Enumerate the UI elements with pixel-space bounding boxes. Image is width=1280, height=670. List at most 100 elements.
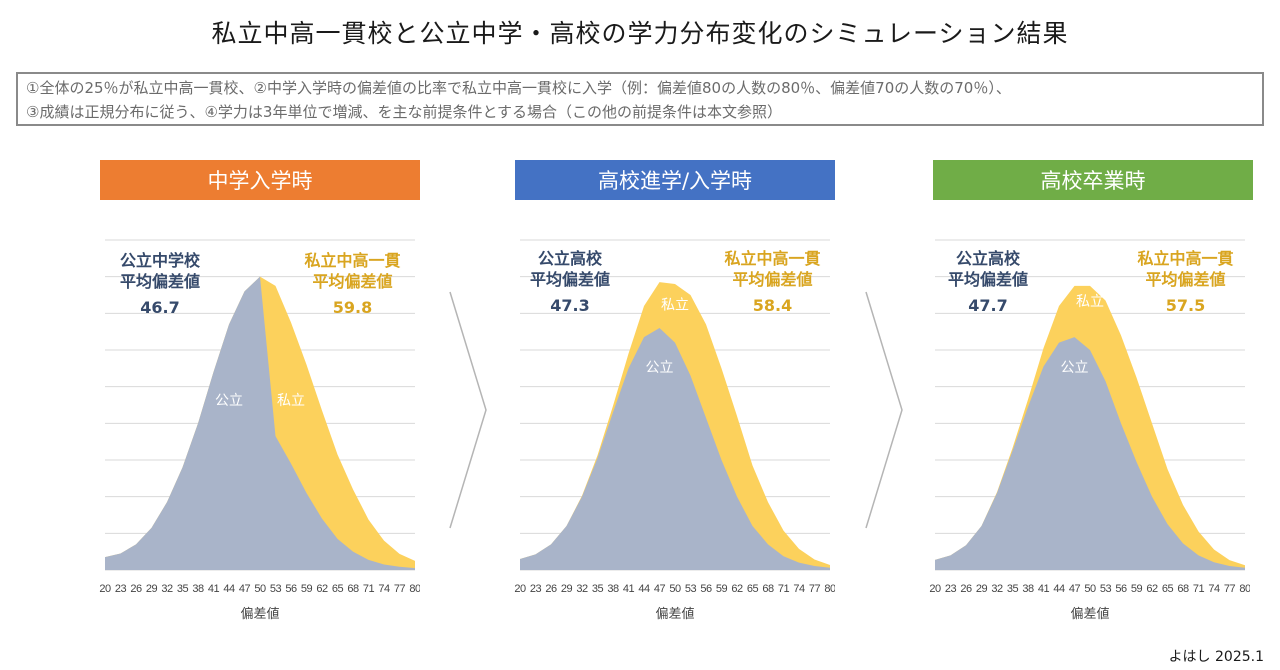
public-series-area [520, 328, 830, 570]
x-tick-label: 35 [177, 583, 189, 595]
chart-panel-high-entry: 20 23 26 29 32 35 38 41 44 47 50 53 56 59 62 65 68 71 74 77… [505, 220, 835, 630]
x-tick-label: 29 [146, 583, 158, 595]
x-tick-label: 26 [960, 583, 972, 595]
x-tick-label: 68 [1177, 583, 1189, 595]
x-tick-label: 50 [669, 583, 681, 595]
private-area-label: 私立 [661, 298, 689, 314]
x-tick-label: 59 [301, 583, 313, 595]
private-average-value: 58.4 [752, 296, 793, 315]
chart-panel-junior-entry: 02004006008001,0001,2001,4001,6001,80020… [90, 220, 420, 630]
x-tick-label: 23 [115, 583, 127, 595]
x-tick-label: 77 [1224, 583, 1236, 595]
x-tick-label: 50 [1084, 583, 1096, 595]
x-tick-label: 20 [514, 583, 526, 595]
private-label: 私立中高一貫 平均偏差値 [290, 250, 415, 292]
private-label-line2: 平均偏差値 [312, 272, 393, 291]
x-tick-label: 23 [945, 583, 957, 595]
x-tick-label: 53 [270, 583, 282, 595]
area-chart-high-entry: 20 23 26 29 32 35 38 41 44 47 50 53 56 59 62 65 68 71 74 77… [514, 239, 835, 622]
x-tick-label: 68 [347, 583, 359, 595]
public-label: 公立高校 平均偏差値 [510, 248, 630, 290]
stage-header-high-entry: 高校進学/入学時 [515, 160, 835, 200]
public-average-value: 47.7 [968, 296, 1008, 315]
x-tick-label: 26 [130, 583, 142, 595]
stage-header-junior-entry: 中学入学時 [100, 160, 420, 200]
private-area-label: 私立 [277, 393, 305, 409]
x-tick-label: 53 [1100, 583, 1112, 595]
x-tick-label: 71 [778, 583, 790, 595]
public-area-label: 公立 [1061, 360, 1089, 376]
x-tick-label: 41 [208, 583, 220, 595]
x-tick-label: 20 [99, 583, 111, 595]
x-tick-label: 29 [561, 583, 573, 595]
x-tick-label: 80 [824, 583, 835, 595]
x-tick-label: 35 [1007, 583, 1019, 595]
x-tick-label: 23 [530, 583, 542, 595]
area-chart-high-graduation: 20 23 26 29 32 35 38 41 44 47 50 53 56 59 62 65 68 71 74 77… [929, 239, 1250, 622]
x-axis-label: 偏差値 [240, 606, 279, 622]
chevron-right-icon [865, 291, 903, 529]
private-label-line2: 平均偏差値 [1145, 270, 1226, 289]
premise-line-2: ③成績は正規分布に従う、④学力は3年単位で増減、を主な前提条件とする場合（この他… [26, 103, 782, 121]
x-tick-label: 44 [223, 583, 235, 595]
x-tick-label: 62 [316, 583, 328, 595]
x-tick-label: 44 [1053, 583, 1065, 595]
x-tick-label: 59 [716, 583, 728, 595]
chart-panel-high-graduation: 20 23 26 29 32 35 38 41 44 47 50 53 56 59 62 65 68 71 74 77… [920, 220, 1250, 630]
public-label-line1: 公立高校 [537, 249, 602, 268]
x-tick-label: 50 [254, 583, 266, 595]
premise-box: ①全体の25％が私立中高一貫校、②中学入学時の偏差値の比率で私立中高一貫校に入学… [16, 72, 1264, 126]
x-tick-label: 77 [809, 583, 821, 595]
x-tick-label: 38 [607, 583, 619, 595]
page-title: 私立中高一貫校と公立中学・高校の学力分布変化のシミュレーション結果 [211, 19, 1069, 48]
area-chart-junior-entry: 02004006008001,0001,2001,4001,6001,80020… [99, 239, 420, 622]
public-series-area [935, 337, 1245, 570]
private-label: 私立中高一貫 平均偏差値 [1123, 248, 1248, 290]
x-axis-label: 偏差値 [655, 606, 694, 622]
x-tick-label: 62 [731, 583, 743, 595]
public-label-line2: 平均偏差値 [529, 270, 610, 289]
author-credit: よはし 2025.1 [1168, 649, 1264, 665]
x-tick-label: 32 [991, 583, 1003, 595]
public-average-value: 46.7 [140, 298, 180, 317]
x-tick-label: 80 [1239, 583, 1250, 595]
public-label-line1: 公立中学校 [119, 251, 200, 270]
public-average-value: 47.3 [550, 296, 590, 315]
public-label-line2: 平均偏差値 [947, 270, 1028, 289]
x-tick-label: 77 [394, 583, 406, 595]
x-tick-label: 38 [192, 583, 204, 595]
public-label-line2: 平均偏差値 [119, 272, 200, 291]
x-tick-label: 56 [1115, 583, 1127, 595]
x-tick-label: 47 [239, 583, 251, 595]
x-tick-label: 44 [638, 583, 650, 595]
x-tick-label: 32 [161, 583, 173, 595]
private-average-value: 59.8 [332, 298, 373, 317]
chevron-right-icon [449, 291, 487, 529]
premise-line-1: ①全体の25％が私立中高一貫校、②中学入学時の偏差値の比率で私立中高一貫校に入学… [26, 79, 1011, 97]
x-tick-label: 68 [762, 583, 774, 595]
private-label-line1: 私立中高一貫 [304, 251, 401, 270]
x-tick-label: 62 [1146, 583, 1158, 595]
x-axis-label: 偏差値 [1070, 606, 1109, 622]
x-tick-label: 20 [929, 583, 941, 595]
public-area-label: 公立 [215, 393, 243, 409]
x-tick-label: 41 [1038, 583, 1050, 595]
x-tick-label: 35 [592, 583, 604, 595]
x-tick-label: 59 [1131, 583, 1143, 595]
x-tick-label: 53 [685, 583, 697, 595]
private-average-value: 57.5 [1165, 296, 1206, 315]
x-tick-label: 56 [285, 583, 297, 595]
x-tick-label: 71 [1193, 583, 1205, 595]
x-tick-label: 41 [623, 583, 635, 595]
public-area-label: 公立 [646, 360, 674, 376]
x-tick-label: 74 [378, 583, 390, 595]
x-tick-label: 47 [654, 583, 666, 595]
x-tick-label: 71 [363, 583, 375, 595]
x-tick-label: 38 [1022, 583, 1034, 595]
private-label: 私立中高一貫 平均偏差値 [710, 248, 835, 290]
private-label-line1: 私立中高一貫 [1137, 249, 1234, 268]
x-tick-label: 47 [1069, 583, 1081, 595]
x-tick-label: 65 [747, 583, 759, 595]
x-tick-label: 65 [332, 583, 344, 595]
x-tick-label: 32 [576, 583, 588, 595]
